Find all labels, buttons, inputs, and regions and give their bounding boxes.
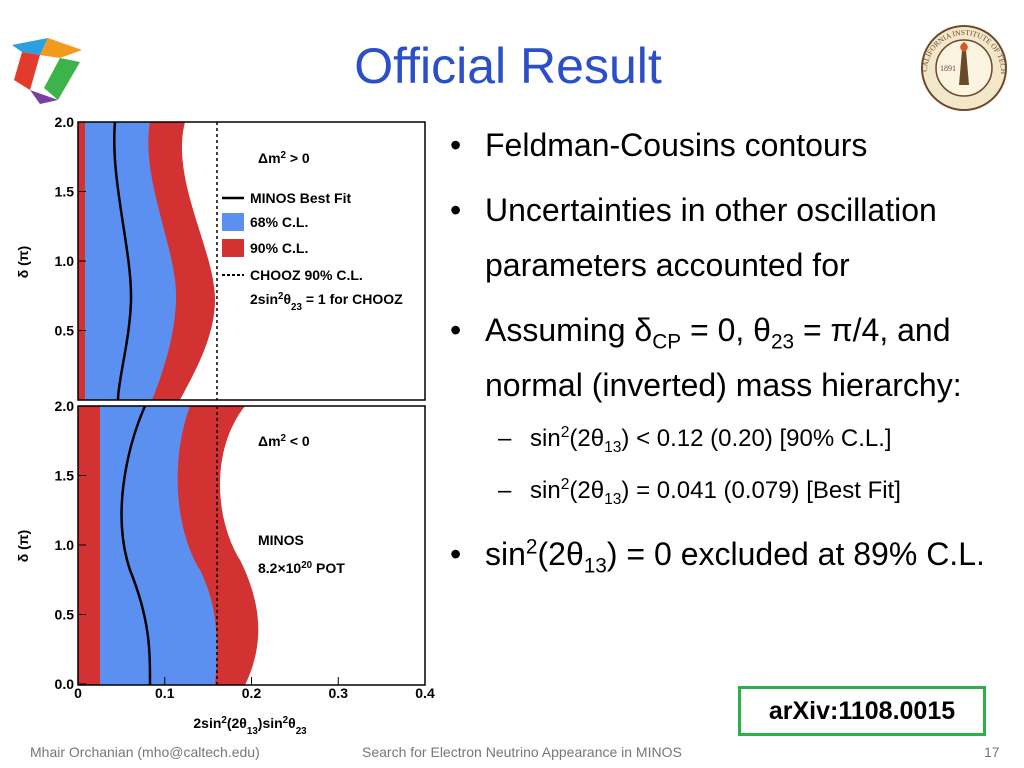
text-run: 2sin xyxy=(193,715,221,731)
legend-label: 68% C.L. xyxy=(250,214,308,230)
text-run: > 0 xyxy=(286,150,310,166)
text-run: POT xyxy=(312,560,345,576)
text-run: Δm xyxy=(258,433,281,449)
x-tick-label: 0.3 xyxy=(329,685,349,701)
y-tick-label: 1.5 xyxy=(55,184,75,200)
text-run: sin xyxy=(530,425,561,452)
text-run: θ xyxy=(288,715,296,731)
y-tick-label: 1.0 xyxy=(55,537,75,553)
text-run: = 0, θ xyxy=(681,312,771,348)
text-run: 2 xyxy=(283,715,289,726)
text-run: (2θ xyxy=(569,477,605,504)
legend-swatch xyxy=(222,213,244,231)
footer-talk: Search for Electron Neutrino Appearance … xyxy=(362,744,682,760)
bullet: Uncertainties in other oscillation param… xyxy=(446,183,1006,293)
text-run: = π/4, and normal (inverted) mass hierar… xyxy=(485,312,962,403)
text-run: 20 xyxy=(301,560,312,571)
x-tick-label: 0.4 xyxy=(415,685,435,701)
bullet-list: Feldman-Cousins contours Uncertainties in… xyxy=(446,118,1006,592)
legend-label: CHOOZ 90% C.L. xyxy=(250,267,363,283)
text-run: 13 xyxy=(247,726,258,737)
experiment-label: MINOS xyxy=(258,532,304,548)
text-run: sin xyxy=(485,536,526,572)
bullet-text: Uncertainties in other oscillation param… xyxy=(485,192,937,283)
text-run: 2 xyxy=(560,476,570,493)
text-run: 2 xyxy=(281,150,287,161)
footer-author: Mhair Orchanian (mho@caltech.edu) xyxy=(30,744,260,760)
panel-header: Δm2 < 0 xyxy=(258,433,310,450)
text-run: sin xyxy=(530,477,561,504)
text-run: 13 xyxy=(604,490,622,508)
sub-bullet: sin2(2θ13) = 0.041 (0.079) [Best Fit] xyxy=(446,465,1006,517)
text-run: (2θ xyxy=(569,425,605,452)
text-run: 2sin xyxy=(250,291,278,307)
text-run: CP xyxy=(652,330,682,354)
bullet: sin2(2θ13) = 0 excluded at 89% C.L. xyxy=(446,527,1006,582)
x-tick-label: 0.2 xyxy=(242,685,262,701)
text-run: 8.2×10 xyxy=(258,560,301,576)
text-run: Δm xyxy=(258,150,281,166)
x-tick-label: 0 xyxy=(74,685,82,701)
text-run: 23 xyxy=(770,330,795,354)
y-tick-label: 1.5 xyxy=(55,468,75,484)
y-tick-label: 0.5 xyxy=(55,323,75,339)
y-tick-label: 2.0 xyxy=(55,398,75,414)
text-run: < 0 xyxy=(286,433,310,449)
bullet-text: sin2(2θ13) = 0 excluded at 89% C.L. xyxy=(485,535,985,576)
text-run: (2θ xyxy=(537,536,584,572)
contour-68 xyxy=(85,122,177,400)
logo xyxy=(12,38,82,104)
x-tick-label: 0.1 xyxy=(155,685,175,701)
y-tick-label: 0.5 xyxy=(55,607,75,623)
contour-plot: δ (π) δ (π) 2sin2(2θ13)sin2θ23 Δm2 > 0 Δ… xyxy=(15,114,435,737)
y-tick-label: 2.0 xyxy=(55,114,75,130)
text-run: 23 xyxy=(296,726,307,737)
text-run: 2 xyxy=(221,715,227,726)
bullet-text: Assuming δCP = 0, θ23 = π/4, and normal … xyxy=(485,312,962,403)
text-run: Assuming δ xyxy=(485,312,653,348)
legend-label: 90% C.L. xyxy=(250,240,308,256)
text-run: 23 xyxy=(291,302,302,313)
footer-page: 17 xyxy=(984,744,1000,760)
bullet: Feldman-Cousins contours xyxy=(446,118,1006,173)
text-run: = 1 for CHOOZ xyxy=(302,291,403,307)
text-run: (2θ xyxy=(227,715,247,731)
text-run: 2 xyxy=(278,291,284,302)
text-run: 13 xyxy=(583,554,607,578)
contour-68 xyxy=(100,406,217,685)
text-run: θ xyxy=(283,291,291,307)
best-fit-line xyxy=(113,121,133,401)
bullet-text: Feldman-Cousins contours xyxy=(485,127,868,163)
slide-title: Official Result xyxy=(354,38,662,94)
reference-box: arXiv:1108.0015 xyxy=(738,686,986,736)
x-axis-label: 2sin2(2θ13)sin2θ23 xyxy=(193,715,307,737)
y-tick-label: 1.0 xyxy=(55,253,75,269)
text-run: 2 xyxy=(281,433,287,444)
y-axis-label: δ (π) xyxy=(15,530,31,562)
best-fit-line xyxy=(120,405,152,686)
exposure-label: 8.2×1020 POT xyxy=(258,560,345,577)
y-tick-label: 0.0 xyxy=(55,676,75,692)
legend-label: MINOS Best Fit xyxy=(250,190,351,206)
text-run: 2 xyxy=(525,535,538,559)
text-run: ) = 0.041 (0.079) [Best Fit] xyxy=(621,477,901,504)
text-run: )sin xyxy=(258,715,283,731)
y-axis-label: δ (π) xyxy=(15,246,31,278)
text-run: ) = 0 excluded at 89% C.L. xyxy=(606,536,985,572)
reference: arXiv:1108.0015 xyxy=(768,697,956,725)
legend-swatch xyxy=(222,239,244,257)
text-run: 2 xyxy=(560,424,570,441)
sub-bullet: sin2(2θ13) < 0.12 (0.20) [90% C.L.] xyxy=(446,413,1006,465)
text-run: 13 xyxy=(604,438,622,456)
bullet: Assuming δCP = 0, θ23 = π/4, and normal … xyxy=(446,303,1006,517)
seal-year: 1891 xyxy=(940,64,956,73)
panel-header: Δm2 > 0 xyxy=(258,150,310,167)
legend-label: 2sin2θ23 = 1 for CHOOZ xyxy=(250,291,403,313)
text-run: ) < 0.12 (0.20) [90% C.L.] xyxy=(621,425,892,452)
